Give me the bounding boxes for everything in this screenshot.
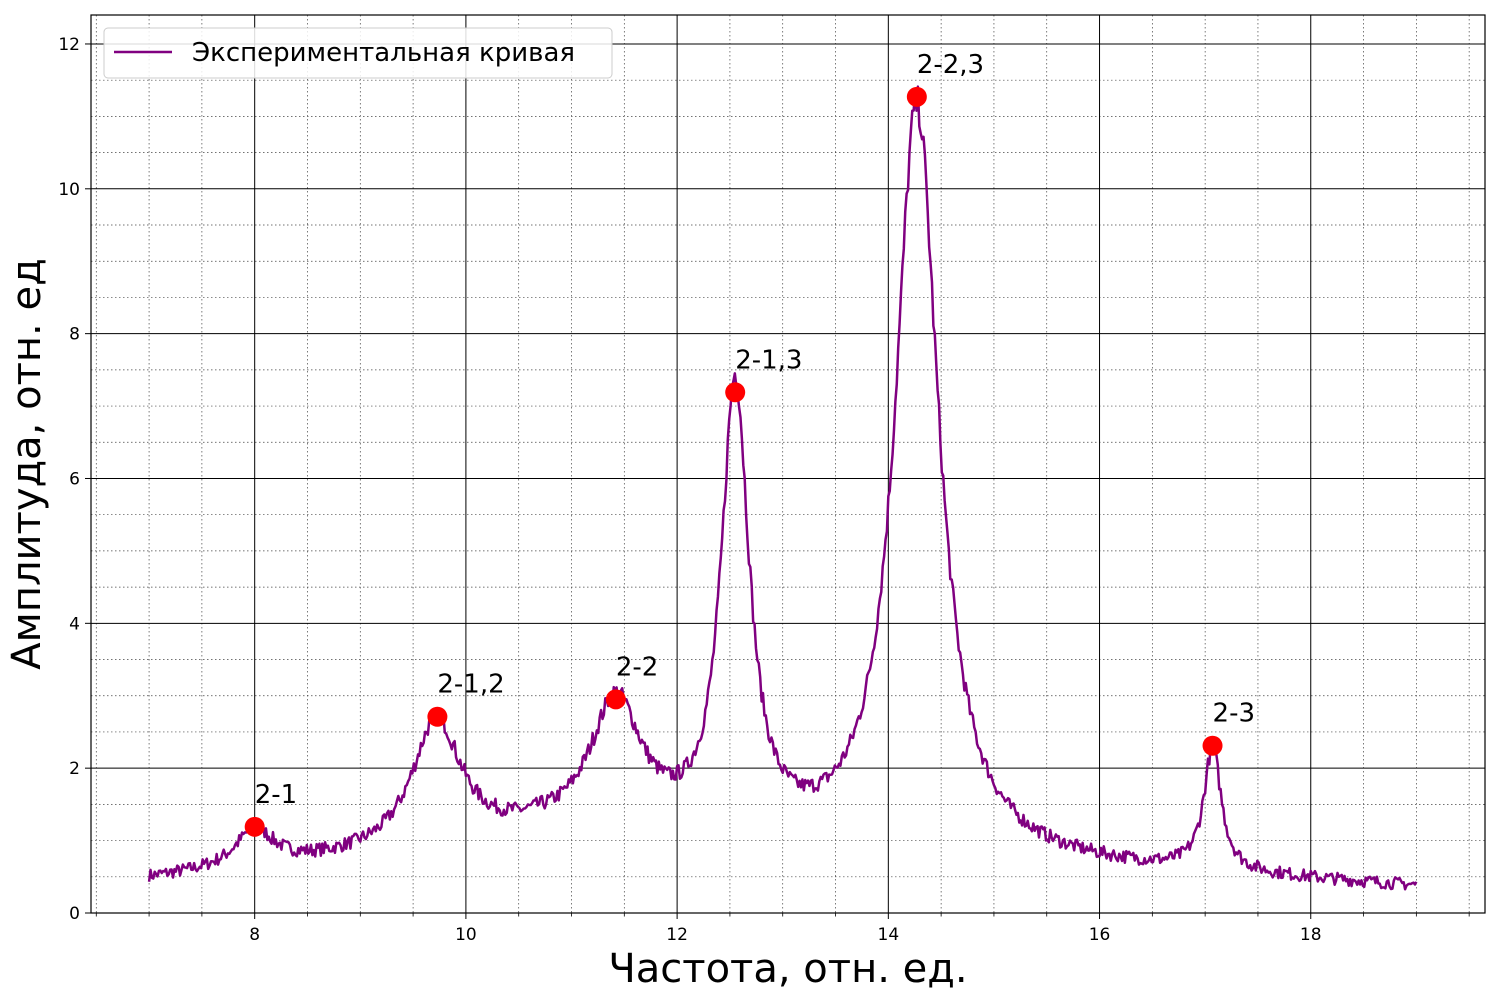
y-tick-label: 6 — [69, 469, 80, 489]
series-line — [147, 85, 1418, 891]
x-tick-label: 8 — [249, 925, 260, 945]
peak-marker — [605, 689, 626, 710]
plot-frame — [90, 14, 1486, 914]
peak-marker — [906, 86, 927, 107]
minor-grid — [91, 15, 1485, 913]
x-tick-label: 12 — [666, 925, 688, 945]
peak-markers: 2-1 2-1,2 2-2 2-1,3 2-2,3 2-3 — [244, 50, 1255, 837]
peak-label: 2-3 — [1213, 699, 1255, 729]
y-tick-label: 2 — [69, 759, 80, 779]
x-tick-label: 18 — [1300, 925, 1322, 945]
x-tick-label: 16 — [1089, 925, 1111, 945]
legend: Экспериментальная кривая — [103, 27, 613, 79]
x-axis-title: Частота, отн. ед. — [608, 946, 967, 992]
series-layer — [147, 85, 1418, 891]
y-axis-title: Амплитуда, отн. ед — [4, 258, 50, 669]
legend-label: Экспериментальная кривая — [192, 38, 575, 68]
y-tick-label: 12 — [58, 35, 80, 55]
legend-box — [103, 27, 613, 79]
peak-marker — [1202, 735, 1223, 756]
y-tick-label: 4 — [69, 614, 80, 634]
y-tick-label: 8 — [69, 325, 80, 345]
x-tick-label: 10 — [455, 925, 477, 945]
major-grid — [91, 15, 1485, 913]
y-tick-label: 10 — [58, 180, 80, 200]
peak-marker — [725, 382, 746, 403]
ticks-layer: 8 10 12 14 16 18 0 2 4 6 8 10 12 — [58, 35, 1470, 945]
peak-label: 2-2,3 — [917, 50, 984, 80]
peak-marker — [427, 706, 448, 727]
x-tick-label: 14 — [878, 925, 900, 945]
peak-label: 2-2 — [616, 652, 658, 682]
peak-label: 2-1,3 — [735, 345, 802, 375]
y-tick-label: 0 — [69, 904, 80, 924]
peak-label: 2-1 — [255, 780, 297, 810]
peak-label: 2-1,2 — [437, 670, 504, 700]
peak-marker — [244, 816, 265, 837]
